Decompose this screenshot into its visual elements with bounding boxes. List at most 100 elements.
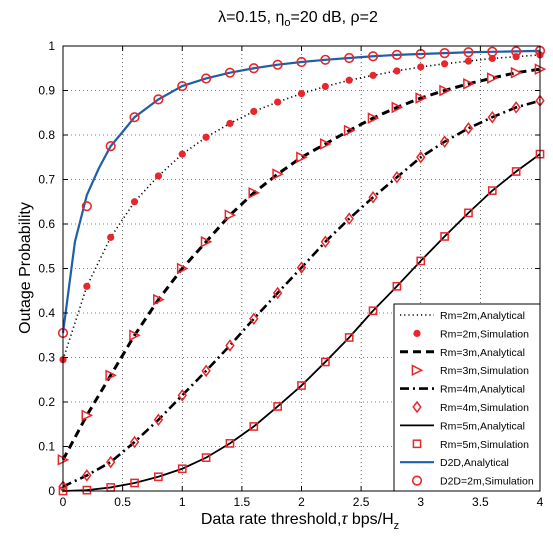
data-point — [487, 186, 497, 195]
legend-item: Rm=3m,Analytical — [400, 347, 525, 359]
data-point — [82, 485, 92, 495]
data-point — [81, 409, 94, 422]
legend-item: D2D=2m,Simulation — [411, 475, 534, 488]
legend-label: Rm=2m,Simulation — [440, 328, 529, 340]
data-point — [367, 112, 380, 124]
y-tick-label: 0.9 — [38, 84, 55, 98]
x-tick-label: 2 — [298, 495, 305, 509]
legend-label: Rm=4m,Analytical — [440, 384, 525, 396]
legend-label: D2D,Analytical — [440, 457, 509, 469]
x-axis-label: Data rate threshold,τ bps/Hz — [201, 511, 399, 532]
data-point — [249, 312, 259, 326]
data-point — [177, 80, 188, 92]
data-point — [393, 67, 401, 75]
series-7 — [58, 149, 545, 496]
data-point — [296, 56, 307, 68]
y-tick-label: 1 — [48, 39, 55, 53]
data-point — [272, 168, 284, 180]
data-point — [510, 66, 523, 79]
data-point — [320, 54, 331, 65]
series-4 — [62, 99, 541, 488]
data-point — [273, 402, 282, 411]
data-point — [225, 339, 235, 352]
data-point — [391, 49, 403, 61]
data-point — [130, 198, 139, 206]
data-point — [392, 281, 402, 291]
data-point — [296, 261, 307, 274]
data-point — [58, 480, 68, 493]
series-6 — [62, 153, 541, 492]
series-1 — [59, 51, 544, 364]
data-point — [202, 133, 210, 141]
y-axis-label: Outage Probability — [17, 202, 34, 334]
legend-label: Rm=2m,Analytical — [440, 310, 525, 322]
x-tick-label: 0 — [60, 495, 67, 509]
data-point — [488, 54, 496, 63]
x-tick-label: 4 — [537, 495, 544, 509]
data-point — [369, 71, 377, 79]
data-point — [177, 389, 187, 402]
data-point — [441, 60, 449, 68]
x-tick-label: 3.5 — [472, 495, 489, 509]
legend-label: Rm=3m,Analytical — [440, 347, 525, 359]
data-point — [297, 381, 306, 390]
x-tick-label: 0.5 — [114, 495, 131, 509]
data-point — [250, 107, 258, 116]
data-point — [83, 282, 91, 290]
data-point — [464, 57, 473, 65]
data-point — [439, 48, 450, 59]
data-point — [272, 286, 283, 300]
legend-item: Rm=2m,Simulation — [413, 328, 529, 340]
data-point — [274, 98, 282, 106]
data-point — [153, 293, 165, 306]
y-tick-label: 0.8 — [38, 128, 55, 142]
data-point — [463, 122, 474, 135]
data-point — [297, 90, 306, 98]
data-point — [368, 191, 378, 204]
y-tick-label: 0.5 — [38, 262, 55, 276]
legend-item: Rm=4m,Simulation — [412, 400, 529, 414]
y-tick-label: 0.6 — [38, 217, 55, 231]
series-9 — [57, 45, 546, 339]
legend: Rm=2m,Analytical Rm=2m,Simulation Rm=3m,An… — [393, 303, 541, 492]
data-point — [81, 201, 92, 212]
data-point — [225, 439, 235, 448]
data-point — [249, 422, 259, 431]
series-line — [62, 99, 541, 488]
data-point — [178, 150, 186, 158]
data-point — [105, 141, 116, 152]
legend-swatch-marker — [411, 475, 423, 486]
y-tick-label: 0.7 — [38, 173, 55, 187]
data-point — [200, 235, 213, 248]
data-point — [368, 306, 378, 316]
data-point — [511, 167, 521, 176]
data-point — [154, 472, 163, 482]
data-point — [439, 135, 450, 148]
data-point — [154, 172, 162, 180]
data-point — [177, 464, 187, 474]
data-point — [463, 47, 474, 58]
data-point — [201, 364, 211, 378]
series-2 — [61, 67, 541, 461]
data-point — [321, 357, 330, 367]
legend-item: Rm=4m,Analytical — [400, 384, 525, 396]
data-point — [272, 59, 283, 70]
series-line — [61, 67, 541, 461]
data-point — [82, 469, 92, 482]
data-point — [416, 151, 426, 164]
data-point — [105, 369, 117, 382]
x-tick-label: 3 — [417, 495, 424, 509]
legend-label: Rm=3m,Simulation — [440, 365, 529, 377]
x-tick-label: 1.5 — [234, 495, 251, 509]
legend-item: Rm=3m,Simulation — [411, 364, 529, 377]
x-tick-label: 1 — [179, 495, 186, 509]
data-point — [129, 329, 141, 342]
axis-ticks: 0 0.5 1 1.5 2 2.5 3 3.5 4 0 0.1 0.2 0.3 0.4 0.5 0.6 0.7 0… — [38, 39, 543, 509]
data-point — [129, 435, 140, 449]
data-point — [511, 46, 522, 57]
data-point — [129, 112, 140, 123]
legend-item: Rm=5m,Analytical — [400, 420, 525, 432]
legend-label: Rm=4m,Simulation — [440, 402, 529, 414]
data-point — [320, 138, 332, 150]
